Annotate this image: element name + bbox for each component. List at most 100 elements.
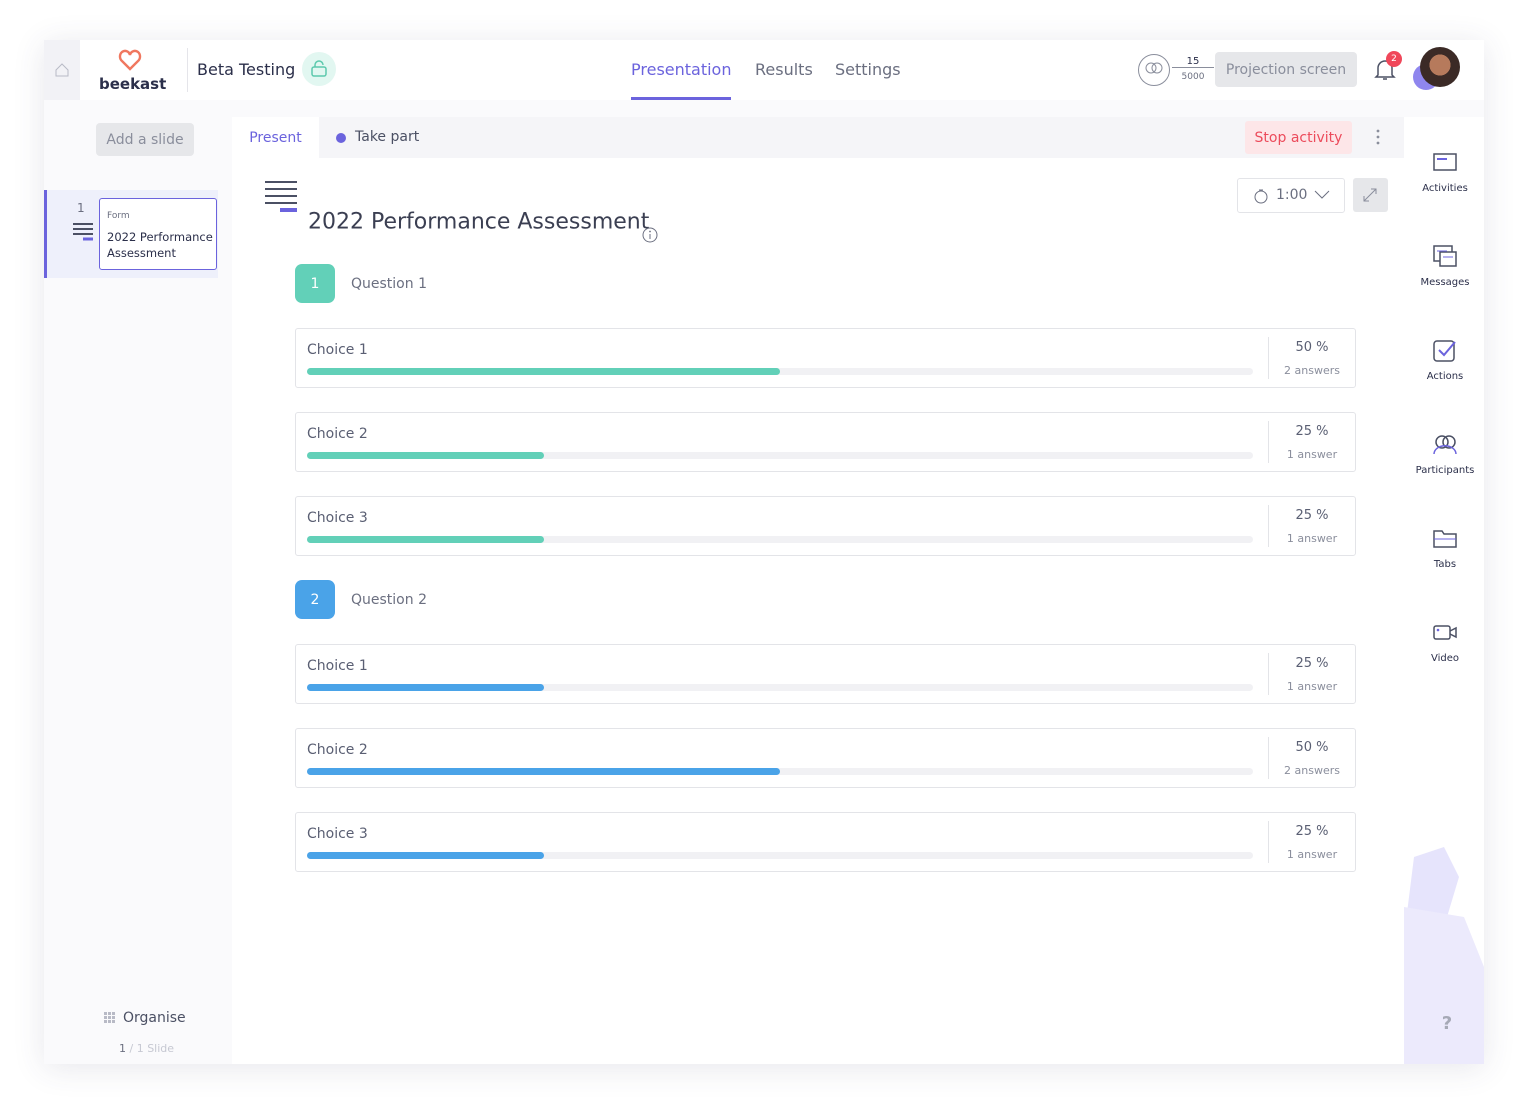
add-slide-button[interactable]: Add a slide (96, 123, 194, 156)
live-dot (336, 133, 346, 143)
percent-label: 25 % (1295, 508, 1329, 523)
tool-button[interactable]: Participants (1404, 432, 1484, 502)
choice-row: Choice 2 50 % 2 answers (295, 728, 1356, 788)
divider (1268, 505, 1269, 547)
percent-label: 50 % (1295, 740, 1329, 755)
divider (1268, 337, 1269, 379)
timer-value: 1:00 (1276, 187, 1308, 203)
bar (307, 684, 544, 691)
tool-label: Participants (1415, 465, 1475, 476)
choice-row: Choice 2 25 % 1 answer (295, 412, 1356, 472)
chevron (1314, 190, 1330, 199)
tool-button[interactable]: Messages (1404, 244, 1484, 314)
logo-icon (118, 49, 142, 71)
expand-icon (1363, 188, 1377, 202)
divider (1268, 737, 1269, 779)
stop-activity-button[interactable]: Stop activity (1245, 121, 1352, 154)
main-panel: Present Take part Stop activity 2022 Per… (232, 117, 1404, 1064)
choice-row: Choice 1 50 % 2 answers (295, 328, 1356, 388)
grid-icon (104, 1012, 115, 1023)
percent-label: 25 % (1295, 656, 1329, 671)
tool-icon (1433, 435, 1457, 455)
choice-row: Choice 1 25 % 1 answer (295, 644, 1356, 704)
percent-label: 25 % (1295, 424, 1329, 439)
tool-icon (1433, 340, 1456, 362)
form-title-icon (265, 181, 297, 212)
slide-current: 1 (119, 1042, 126, 1055)
answer-count: 1 answer (1286, 848, 1338, 861)
tool-button[interactable]: Video (1404, 620, 1484, 690)
project-name[interactable]: Beta Testing (197, 60, 296, 79)
choice-label: Choice 1 (307, 658, 368, 674)
slide-title: 2022 Performance Assessment (107, 230, 213, 260)
home-icon (55, 63, 69, 77)
bar (307, 368, 780, 375)
tool-label: Tabs (1433, 559, 1457, 570)
organise-button[interactable]: Organise (123, 1010, 186, 1026)
help-button[interactable]: ? (1441, 1013, 1453, 1034)
tool-button[interactable]: Tabs (1404, 526, 1484, 596)
form-icon (73, 223, 93, 241)
bar (307, 768, 780, 775)
bar-track (307, 368, 1253, 375)
percent-label: 25 % (1295, 824, 1329, 839)
tab-present[interactable]: Present (232, 117, 319, 158)
divider (187, 48, 188, 92)
answer-count: 1 answer (1286, 532, 1338, 545)
tool-icon (1433, 245, 1457, 267)
tool-icon (1433, 625, 1457, 640)
participants-icon (1138, 54, 1170, 86)
question-badge: 2 (295, 580, 335, 619)
answer-count: 1 answer (1286, 680, 1338, 693)
tool-icon (1433, 153, 1457, 171)
tool-button[interactable]: Actions (1404, 338, 1484, 408)
divider (1268, 421, 1269, 463)
bar-track (307, 768, 1253, 775)
header: beekast Beta Testing 15 5000 Projection … (44, 40, 1484, 100)
app: beekast Beta Testing 15 5000 Projection … (44, 40, 1484, 1064)
percent-label: 50 % (1295, 340, 1329, 355)
timer-icon (1254, 189, 1268, 204)
tool-label: Actions (1426, 371, 1464, 382)
divider (1268, 653, 1269, 695)
decor-shapes (1404, 847, 1484, 1064)
choice-row: Choice 3 25 % 1 answer (295, 812, 1356, 872)
nav-item[interactable]: Results (755, 60, 813, 79)
bar (307, 536, 544, 543)
participant-count: 15 (1172, 56, 1214, 68)
slide-item[interactable]: 1 Form 2022 Performance Assessment (44, 190, 218, 278)
answer-count: 2 answers (1284, 364, 1340, 377)
lock-button[interactable] (302, 52, 336, 86)
avatar[interactable] (1420, 47, 1460, 87)
tab-take-part[interactable]: Take part (355, 129, 420, 145)
logo-text: beekast (99, 75, 167, 93)
choice-label: Choice 3 (307, 510, 368, 526)
toolbar: ? Activities Messages Actions Participants T… (1404, 117, 1484, 1064)
bar-track (307, 684, 1253, 691)
more-menu[interactable] (1376, 129, 1380, 145)
answer-count: 1 answer (1286, 448, 1338, 461)
bar (307, 452, 544, 459)
nav-item[interactable]: Presentation (631, 60, 732, 79)
nav-item[interactable]: Settings (835, 60, 901, 79)
tool-button[interactable]: Activities (1404, 150, 1484, 220)
info-icon[interactable] (642, 227, 658, 243)
slide-type: Form (107, 211, 130, 221)
slide-thumbnail: Form 2022 Performance Assessment (99, 198, 217, 270)
home-button[interactable] (44, 40, 80, 100)
divider (1268, 821, 1269, 863)
answer-count: 2 answers (1284, 764, 1340, 777)
participant-limit: 5000 (1181, 72, 1205, 82)
tab-bar (232, 117, 1404, 158)
timer-box[interactable]: 1:00 (1237, 178, 1345, 213)
tool-label: Activities (1422, 183, 1468, 194)
notification-badge: 2 (1386, 51, 1402, 67)
choice-label: Choice 2 (307, 742, 368, 758)
lock-icon (311, 60, 327, 77)
fullscreen-button[interactable] (1353, 178, 1388, 212)
projection-button[interactable]: Projection screen (1215, 52, 1357, 87)
bar (307, 852, 544, 859)
tool-label: Video (1430, 653, 1460, 664)
